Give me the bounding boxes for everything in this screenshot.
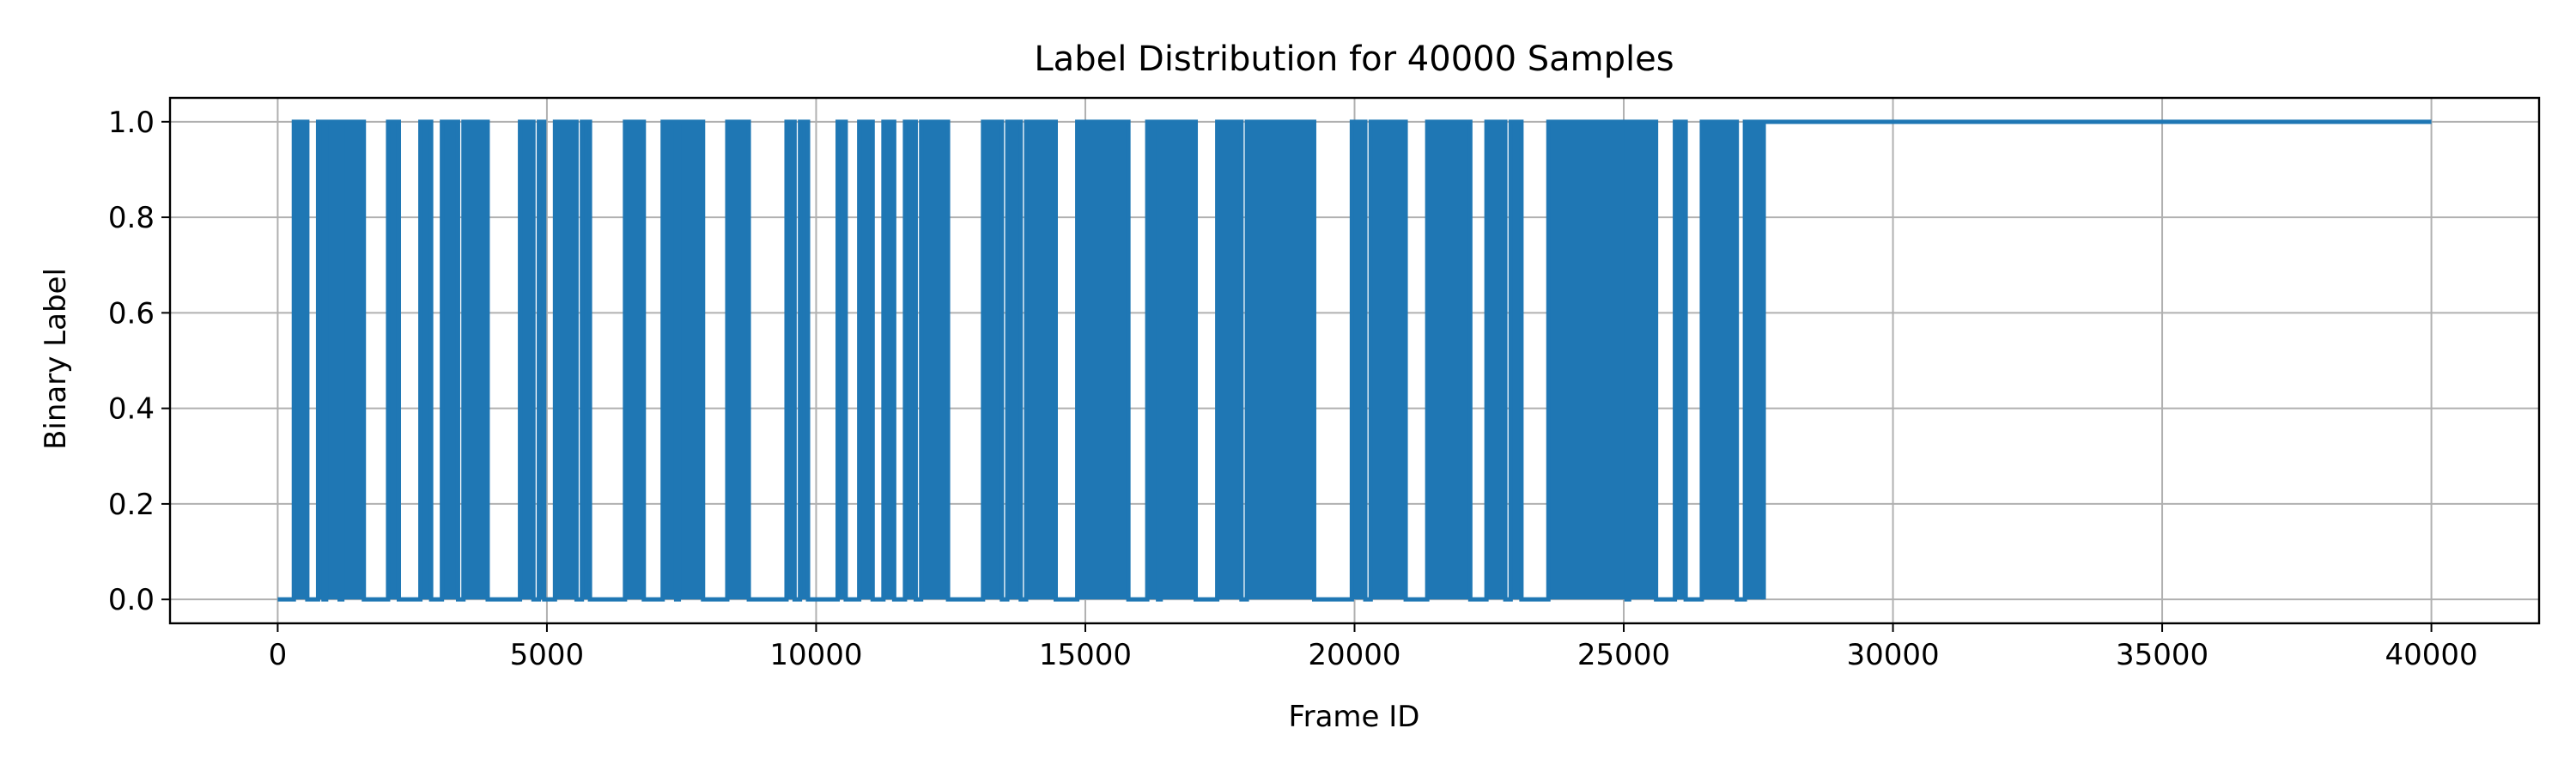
series-layer [277,119,2432,602]
positive-segment [342,121,364,600]
y-tick-label: 0.4 [108,392,155,427]
positive-segment [799,121,809,600]
chart-title: Label Distribution for 40000 Samples [1034,39,1674,79]
positive-segment [624,121,644,600]
y-tick-label: 0.0 [108,583,155,617]
x-tick-label: 15000 [1039,638,1132,672]
positive-segment [786,121,795,600]
positive-segment [555,121,577,600]
x-tick-label: 40000 [2385,638,2478,672]
positive-segment [1486,121,1506,600]
positive-segment [519,121,534,600]
positive-segment [538,121,544,600]
positive-segment [387,121,399,600]
x-tick-label: 25000 [1577,638,1670,672]
x-tick-label: 30000 [1846,638,1939,672]
positive-segment [883,121,895,600]
y-axis-label: Binary Label [39,268,73,450]
positive-segment [1510,121,1522,600]
y-tick-label: 0.2 [108,488,155,522]
positive-segment [726,121,750,600]
tick-layer: 0 5000 10000 15000 20000 25000 30000 35000 40000… [108,106,2478,672]
positive-segment [1352,121,1366,600]
y-tick-label: 1.0 [108,106,155,140]
y-tick-label: 0.8 [108,201,155,235]
positive-segment [1007,121,1021,600]
positive-segment [859,121,873,600]
positive-segment [1701,121,1737,600]
positive-segment [920,121,949,600]
positive-segment [904,121,916,600]
positive-segment [1160,121,1196,600]
positive-segment [1427,121,1471,600]
positive-segment [837,121,846,600]
positive-segment [1147,121,1158,600]
positive-segment [463,121,488,600]
positive-segment [294,121,307,600]
positive-segment [1674,121,1686,600]
series-line [277,119,2432,602]
x-axis-label: Frame ID [1289,700,1420,734]
x-tick-label: 35000 [2116,638,2208,672]
positive-segment [662,121,677,600]
positive-segment [581,121,591,600]
x-tick-label: 5000 [510,638,585,672]
positive-segment [1217,121,1242,600]
x-tick-label: 20000 [1308,638,1400,672]
positive-segment [318,121,324,600]
positive-segment [1247,121,1315,600]
positive-segment [1026,121,1056,600]
positive-segment [420,121,432,600]
positive-segment [678,121,703,600]
positive-segment [982,121,1002,600]
x-tick-label: 10000 [769,638,862,672]
positive-segment [1077,121,1129,600]
positive-segment [1548,121,1627,600]
positive-segment [1745,121,1765,600]
x-tick-label: 0 [269,638,288,672]
positive-segment [1370,121,1406,600]
y-tick-label: 0.6 [108,296,155,331]
positive-segment [1629,121,1656,600]
positive-segment [441,121,459,600]
positive-segment [325,121,340,600]
